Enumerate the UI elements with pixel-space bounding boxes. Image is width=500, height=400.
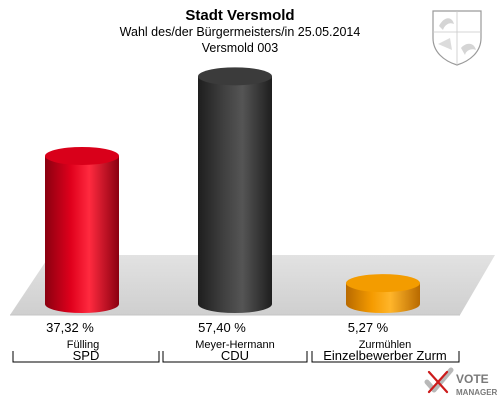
chart-subtitle: Wahl des/der Bürgermeisters/in 25.05.201… [120,25,361,39]
value-label-2: 5,27 % [348,320,389,335]
chart-title: Stadt Versmold [185,7,294,24]
bar-top-0 [45,146,119,165]
checkmark-icon [424,367,454,394]
coat-of-arms-icon [432,10,482,66]
category-label-0: Fülling [67,339,99,351]
party-label-2: Einzelbewerber Zurm [323,348,447,363]
category-label-2: Zurmühlen [359,339,412,351]
party-label-0: SPD [73,348,100,363]
bar-top-2 [346,274,420,293]
value-label-1: 57,40 % [198,320,246,335]
bar-1 [198,67,272,314]
bar-0 [45,146,119,313]
bar-2 [346,274,420,313]
value-label-0: 37,32 % [46,320,94,335]
party-label-1: CDU [221,348,249,363]
party-brackets [12,351,460,363]
vote-manager-logo: VOTE MANAGER [424,367,498,397]
logo-text-vote: VOTE [456,372,489,386]
bar-top-1 [198,67,272,86]
bar-body-1 [198,76,272,314]
category-label-1: Meyer-Hermann [195,339,274,351]
bars-group [45,67,420,314]
bar-body-0 [45,155,119,313]
logo-text-manager: MANAGER [456,388,498,397]
chart-district: Versmold 003 [202,41,278,55]
